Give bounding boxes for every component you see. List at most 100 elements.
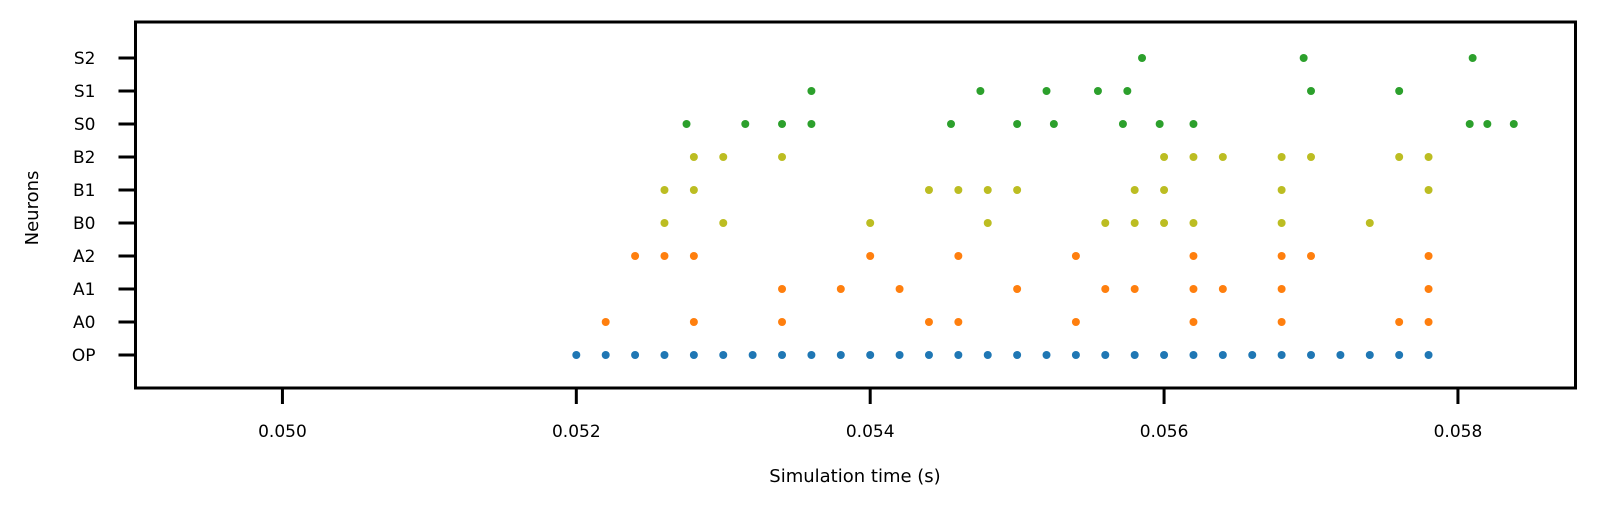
spike-point-b0 <box>660 219 669 227</box>
y-axis-ticks: OP A0 A1 A2 B0 B1 B2 S0 S1 S2 <box>72 49 136 366</box>
spike-point-a1 <box>1130 285 1139 293</box>
spike-point-op <box>1424 351 1433 359</box>
spike-point-op <box>895 351 904 359</box>
spike-point-a1 <box>1218 285 1227 293</box>
spike-point-a0 <box>1189 318 1198 326</box>
spike-point-b1 <box>954 186 963 194</box>
spike-point-b2 <box>1395 153 1404 161</box>
spike-point-b1 <box>1277 186 1286 194</box>
spike-point-b2 <box>1307 153 1316 161</box>
spike-point-a1 <box>778 285 787 293</box>
spike-point-b2 <box>1218 153 1227 161</box>
y-tick-label-op: OP <box>72 346 96 366</box>
x-tick-label: 0.058 <box>1434 422 1483 442</box>
spike-point-b2 <box>719 153 728 161</box>
spike-point-a0 <box>1277 318 1286 326</box>
spike-point-b2 <box>778 153 787 161</box>
spike-point-op <box>866 351 875 359</box>
spike-point-op <box>660 351 669 359</box>
spike-point-op <box>1071 351 1080 359</box>
spike-point-b1 <box>660 186 669 194</box>
spike-point-s1 <box>1123 87 1132 95</box>
spike-point-b2 <box>1189 153 1198 161</box>
spike-point-op <box>572 351 581 359</box>
spike-point-op <box>1277 351 1286 359</box>
spike-point-s1 <box>1395 87 1404 95</box>
spike-point-a1 <box>836 285 845 293</box>
spike-point-b0 <box>1160 219 1169 227</box>
spike-point-s0 <box>1049 120 1058 128</box>
x-tick-label: 0.050 <box>258 422 307 442</box>
spike-point-op <box>631 351 640 359</box>
spike-point-op <box>778 351 787 359</box>
spike-point-s0 <box>1013 120 1022 128</box>
spike-point-op <box>601 351 610 359</box>
spike-point-a0 <box>778 318 787 326</box>
spike-point-a2 <box>1277 252 1286 260</box>
spike-point-op <box>1130 351 1139 359</box>
y-tick-label-a0: A0 <box>73 313 95 333</box>
spike-point-s0 <box>1509 120 1518 128</box>
spike-point-b2 <box>1160 153 1169 161</box>
spike-point-s0 <box>1465 120 1474 128</box>
spike-point-op <box>954 351 963 359</box>
y-tick-label-b2: B2 <box>73 148 95 168</box>
spike-point-a1 <box>895 285 904 293</box>
spike-point-op <box>1218 351 1227 359</box>
spike-point-b0 <box>983 219 992 227</box>
spike-point-a0 <box>954 318 963 326</box>
spike-point-b0 <box>1189 219 1198 227</box>
spike-point-b1 <box>983 186 992 194</box>
x-axis-label: Simulation time (s) <box>769 466 940 487</box>
spike-point-s0 <box>807 120 816 128</box>
spike-point-s0 <box>1155 120 1164 128</box>
x-axis-ticks: 0.050 0.052 0.054 0.056 0.058 <box>258 388 1482 442</box>
spike-point-b0 <box>1101 219 1110 227</box>
spike-point-b1 <box>1424 186 1433 194</box>
spike-point-op <box>924 351 933 359</box>
spike-point-op <box>689 351 698 359</box>
spike-point-a0 <box>1395 318 1404 326</box>
spike-point-a2 <box>660 252 669 260</box>
spike-point-op <box>1013 351 1022 359</box>
spike-point-op <box>1365 351 1374 359</box>
plot-frame <box>134 20 1577 390</box>
spike-point-op <box>1248 351 1257 359</box>
spike-point-op <box>1336 351 1345 359</box>
spike-point-s0 <box>741 120 750 128</box>
spike-point-op <box>1042 351 1051 359</box>
spike-point-b2 <box>1424 153 1433 161</box>
spike-point-a2 <box>1307 252 1316 260</box>
spike-point-b0 <box>1277 219 1286 227</box>
spike-point-b0 <box>1130 219 1139 227</box>
spike-point-op <box>748 351 757 359</box>
spike-point-a2 <box>1424 252 1433 260</box>
y-axis-label: Neurons <box>22 171 43 246</box>
y-tick-label-s2: S2 <box>74 49 96 69</box>
spike-point-b0 <box>719 219 728 227</box>
spike-point-b1 <box>689 186 698 194</box>
spike-point-s0 <box>947 120 956 128</box>
spike-point-op <box>719 351 728 359</box>
spike-point-a0 <box>689 318 698 326</box>
spike-point-a2 <box>1071 252 1080 260</box>
spike-point-b0 <box>866 219 875 227</box>
spike-point-a2 <box>954 252 963 260</box>
y-tick-label-b1: B1 <box>73 181 95 201</box>
spike-point-s2 <box>1138 54 1147 62</box>
y-tick-label-s1: S1 <box>74 82 96 102</box>
spike-point-a2 <box>689 252 698 260</box>
spike-point-s1 <box>1307 87 1316 95</box>
y-tick-label-b0: B0 <box>73 214 95 234</box>
spike-point-a1 <box>1277 285 1286 293</box>
spike-point-b1 <box>1160 186 1169 194</box>
spike-point-b2 <box>1277 153 1286 161</box>
spike-point-b2 <box>689 153 698 161</box>
spike-point-op <box>836 351 845 359</box>
spike-point-s2 <box>1468 54 1477 62</box>
spike-point-op <box>1101 351 1110 359</box>
x-tick-label: 0.054 <box>846 422 895 442</box>
spike-point-a1 <box>1189 285 1198 293</box>
spike-point-op <box>1307 351 1316 359</box>
spike-point-a0 <box>924 318 933 326</box>
